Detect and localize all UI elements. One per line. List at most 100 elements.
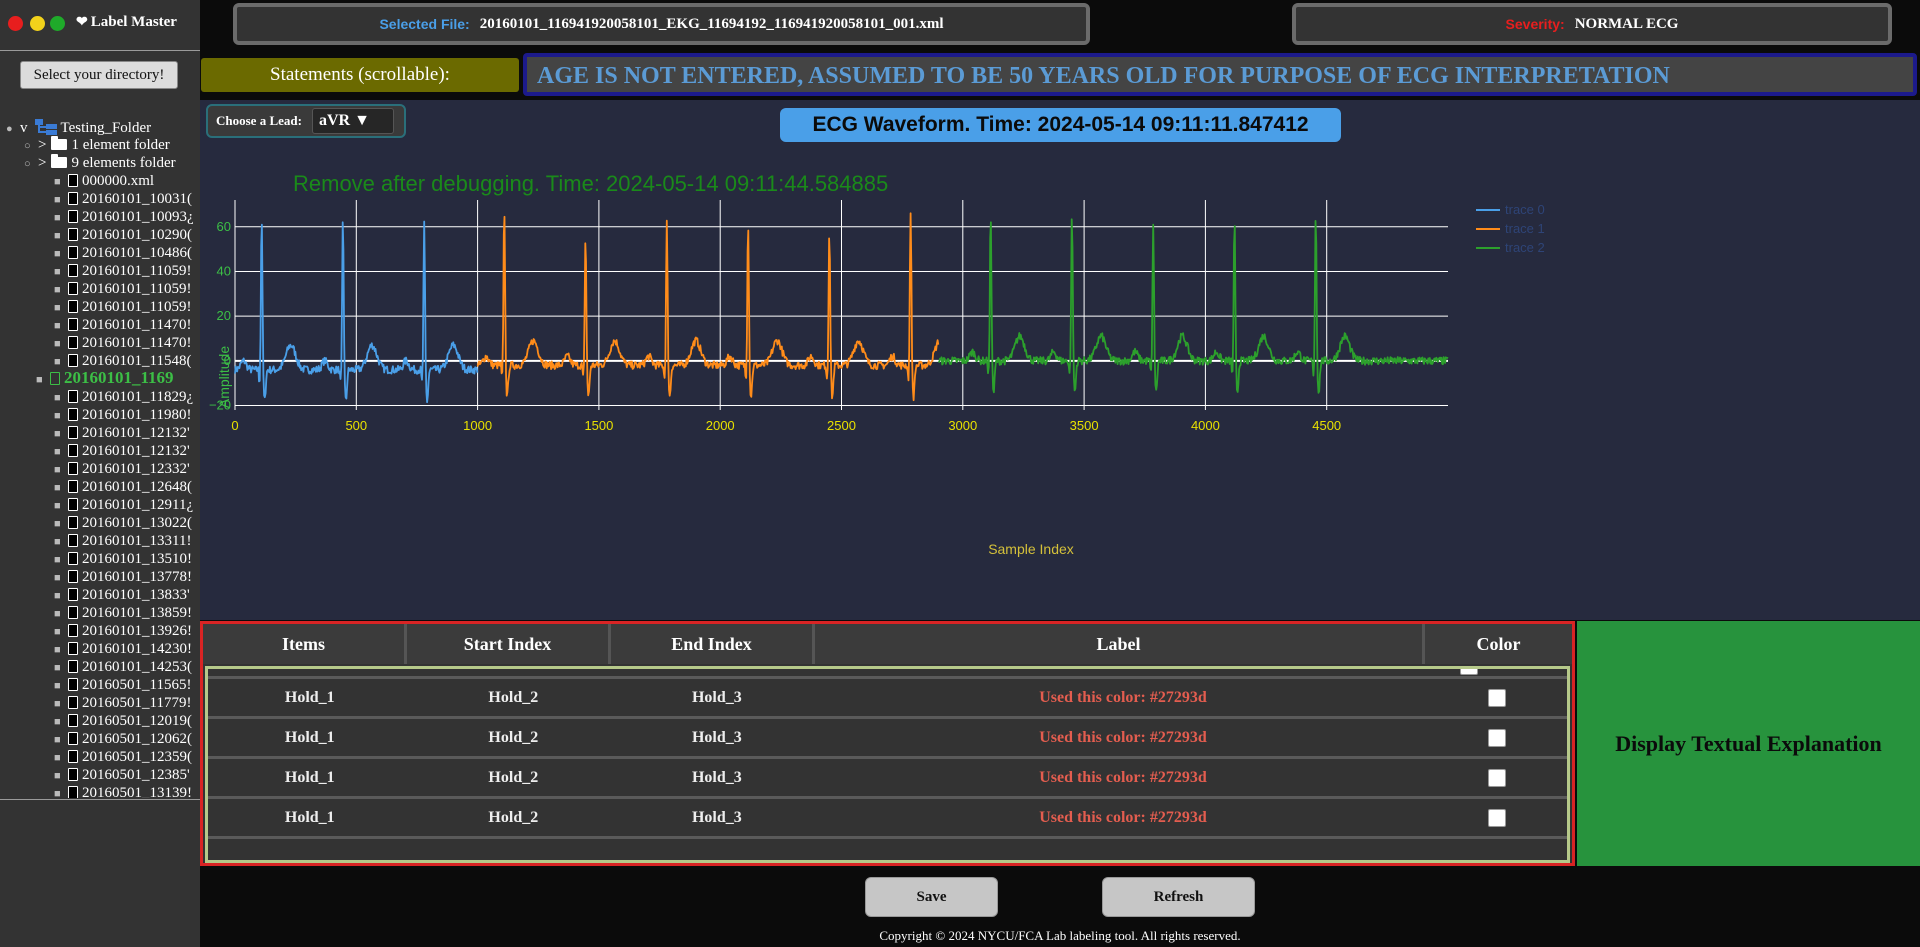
file-item-label: 20160101_14253( [82,659,192,675]
ecg-chart[interactable]: 0 500 1000 1500 2000 2500 3000 3500 4000 4500−200… [200,200,1920,570]
tree-toggle[interactable]: > [38,137,47,153]
file-item[interactable]: ■ 20160101_14230! [54,640,192,658]
table-row[interactable]: Hold_1 Hold_2 Hold_3 Used this color: #2729… [208,759,1567,799]
x-tick-label: 0 [231,418,238,433]
color-checkbox[interactable] [1488,728,1507,747]
file-item[interactable]: ■ 20160101_11548( [54,352,191,370]
statements-text: AGE IS NOT ENTERED, ASSUMED TO BE 50 YEA… [537,63,1670,89]
file-item[interactable]: ■ 20160501_12385' [54,766,190,784]
tree-bullet-icon: ■ [54,752,61,764]
file-item[interactable]: ■ 20160101_1169 [36,369,174,387]
file-item[interactable]: ■ 20160101_12132' [54,442,190,460]
tree-folder[interactable]: ○ >9 elements folder [24,154,176,172]
select-directory-button[interactable]: Select your directory! [20,61,178,89]
color-checkbox[interactable] [1488,808,1507,827]
file-item[interactable]: ■ 20160101_13859! [54,604,192,622]
x-tick-label: 4500 [1312,418,1341,433]
file-item[interactable]: ■ 20160101_11980! [54,406,191,424]
copyright-text: Copyright © 2024 NYCU/FCA Lab labeling t… [879,928,1241,943]
file-item[interactable]: ■ 20160101_11470! [54,334,191,352]
table-header: Items Start Index End Index Label Color [203,624,1572,664]
file-item-label: 20160101_14230! [82,641,192,657]
x-tick-label: 4000 [1191,418,1220,433]
file-item-label: 20160101_10486( [82,245,192,261]
minimize-window-button[interactable] [30,16,45,31]
tree-bullet-icon: ■ [54,788,61,798]
file-item[interactable]: ■ 20160101_12911¿ [54,496,193,514]
file-item[interactable]: ■ 20160101_11470! [54,316,191,334]
file-tree[interactable]: ● v Testing_Folder ○ >1 element folder ○ >9 … [0,118,200,798]
lead-label: Choose a Lead: [216,113,302,128]
refresh-button[interactable]: Refresh [1102,877,1255,917]
color-checkbox[interactable] [1488,688,1507,707]
cell-color [1427,808,1567,827]
table-row[interactable]: Hold_1 Hold_2 Hold_3 Used this color: #2729… [208,799,1567,839]
file-item[interactable]: ■ 20160101_10290( [54,226,192,244]
file-icon [68,426,78,439]
table-body[interactable]: Hold_1 Hold_2 Hold_3 Used this color: #2729… [205,666,1570,863]
annotation-table: Items Start Index End Index Label Color … [200,621,1575,866]
selected-file-value: 20160101_116941920058101_EKG_11694192_11… [479,15,944,32]
file-item[interactable]: ■ 20160101_10031( [54,190,192,208]
file-icon [68,462,78,475]
tree-bullet-icon: ■ [54,770,61,782]
tree-bullet-icon: ■ [54,176,61,188]
table-row[interactable]: Hold_1 Hold_2 Hold_3 Used this color: #2729… [208,679,1567,719]
file-icon [68,282,78,295]
file-icon [68,750,78,763]
file-item-label: 20160501_11779! [82,695,192,711]
color-checkbox[interactable] [1488,768,1507,787]
file-item-label: 20160101_11548( [82,353,192,369]
file-item[interactable]: ■ 20160501_12019( [54,712,192,730]
textual-explanation-panel[interactable]: Display Textual Explanation [1577,621,1920,866]
tree-folder-label: 1 element folder [71,137,170,153]
severity-label: Severity: [1505,16,1565,32]
file-item[interactable]: ■ 000000.xml [54,172,154,190]
file-item[interactable]: ■ 20160101_11059! [54,280,191,298]
file-item-label: 20160101_10290( [82,227,192,243]
file-item[interactable]: ■ 20160101_12132' [54,424,190,442]
file-item[interactable]: ■ 20160101_10486( [54,244,192,262]
file-item[interactable]: ■ 20160101_11829¿ [54,388,193,406]
file-item[interactable]: ■ 20160101_11059! [54,298,191,316]
tree-folder[interactable]: ○ >1 element folder [24,136,170,154]
file-item[interactable]: ■ 20160101_11059! [54,262,191,280]
statements-box[interactable]: AGE IS NOT ENTERED, ASSUMED TO BE 50 YEA… [523,53,1917,96]
color-checkbox[interactable] [1460,669,1478,675]
file-icon [68,552,78,565]
file-item-label: 20160501_12019( [82,713,192,729]
file-item[interactable]: ■ 20160101_14253( [54,658,192,676]
file-item-label: 20160101_13311! [82,533,192,549]
file-item[interactable]: ■ 20160101_13926! [54,622,192,640]
file-item-label: 20160101_10031( [82,191,192,207]
tree-bullet-icon: ● [6,123,13,135]
tree-bullet-icon: ■ [54,302,61,314]
file-item[interactable]: ■ 20160501_12359( [54,748,192,766]
sidebar: ❤ Label Master Select your directory! ● v T… [0,0,200,947]
close-window-button[interactable] [8,16,23,31]
table-row[interactable]: Hold_1 Hold_2 Hold_3 Used this color: #2729… [208,719,1567,759]
tree-bullet-icon: ■ [54,482,61,494]
file-item[interactable]: ■ 20160501_11779! [54,694,191,712]
tree-bullet-icon: ■ [36,374,43,386]
file-item[interactable]: ■ 20160101_12332' [54,460,190,478]
tree-root[interactable]: ● v Testing_Folder [6,118,151,136]
tree-toggle[interactable]: > [38,155,47,171]
file-item[interactable]: ■ 20160101_13833' [54,586,190,604]
file-item[interactable]: ■ 20160501_11565! [54,676,191,694]
file-icon [68,588,78,601]
file-item[interactable]: ■ 20160101_10093¿ [54,208,194,226]
tree-toggle[interactable]: v [20,120,28,136]
maximize-window-button[interactable] [50,16,65,31]
file-item[interactable]: ■ 20160101_13311! [54,532,191,550]
file-item[interactable]: ■ 20160101_13022( [54,514,192,532]
save-button[interactable]: Save [865,877,998,917]
file-item[interactable]: ■ 20160501_12062( [54,730,192,748]
file-item[interactable]: ■ 20160501_13139! [54,784,192,798]
lead-select[interactable]: aVR ▼ [311,108,394,134]
file-item[interactable]: ■ 20160101_13510! [54,550,192,568]
file-item-label: 20160501_12359( [82,749,192,765]
file-item[interactable]: ■ 20160101_12648( [54,478,192,496]
file-item[interactable]: ■ 20160101_13778! [54,568,192,586]
file-item-label: 20160101_13778! [82,569,192,585]
